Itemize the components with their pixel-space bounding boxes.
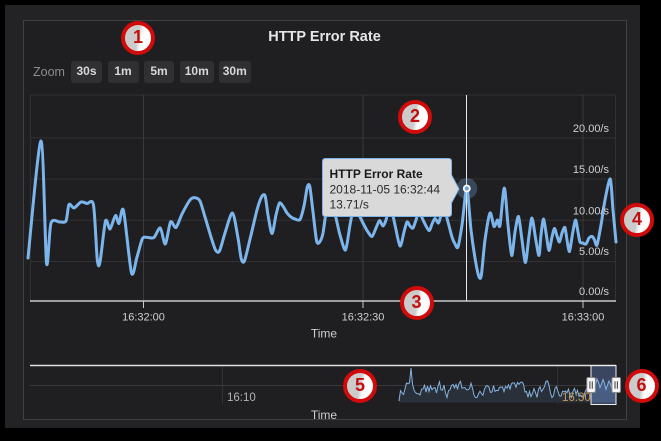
svg-text:16:33:00: 16:33:00 [562,312,605,324]
svg-text:10.00/s: 10.00/s [573,205,610,217]
svg-text:16:30: 16:30 [562,392,591,404]
svg-text:HTTP Error Rate: HTTP Error Rate [330,167,423,181]
svg-text:16:10: 16:10 [227,392,256,404]
svg-text:5.00/s: 5.00/s [579,246,609,258]
svg-text:16:32:30: 16:32:30 [342,312,385,324]
svg-text:Time: Time [311,327,338,341]
svg-text:15.00/s: 15.00/s [573,164,610,176]
svg-text:13.71/s: 13.71/s [330,198,369,212]
svg-text:0.00/s: 0.00/s [579,286,609,298]
svg-text:16:32:00: 16:32:00 [122,312,165,324]
svg-text:2018-11-05 16:32:44: 2018-11-05 16:32:44 [330,183,441,197]
svg-text:Time: Time [311,408,338,422]
svg-text:20.00/s: 20.00/s [573,123,610,135]
